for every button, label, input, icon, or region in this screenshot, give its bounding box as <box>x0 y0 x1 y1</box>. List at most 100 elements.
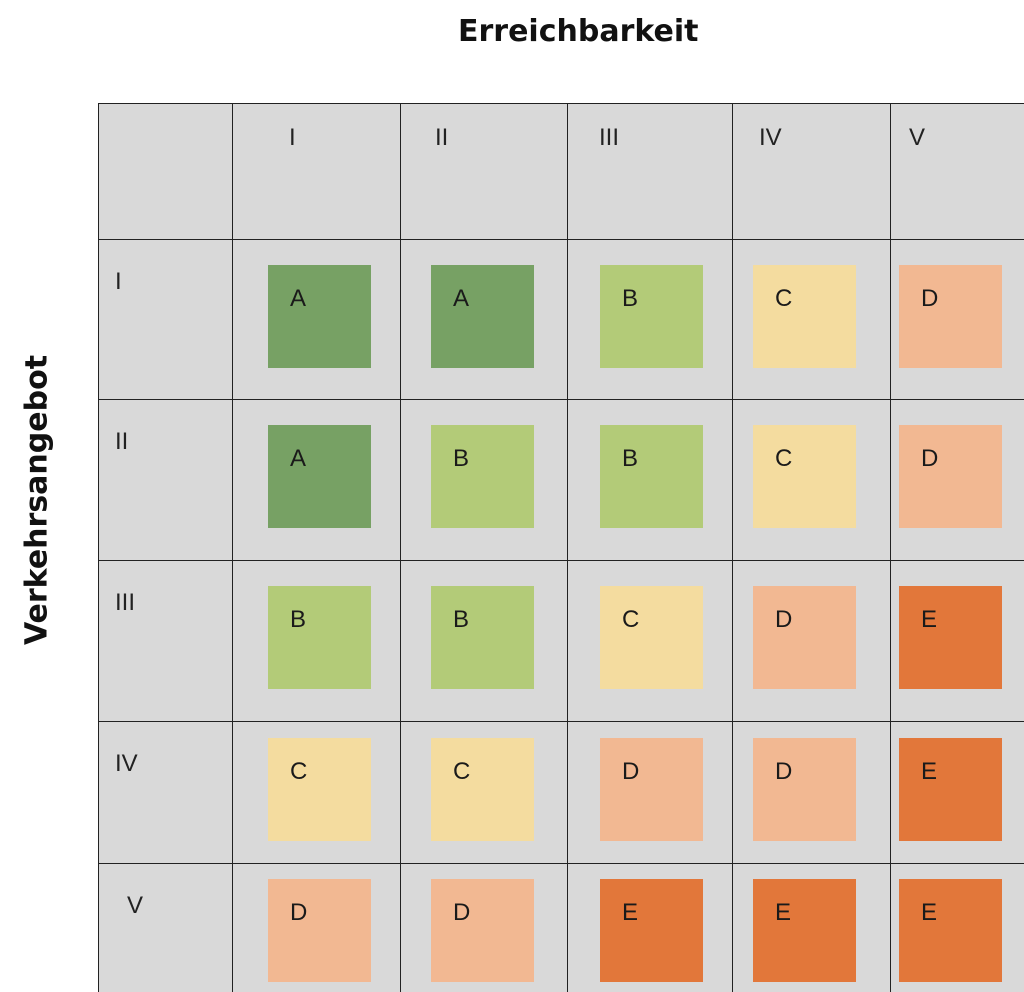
grade-letter: E <box>921 758 938 785</box>
grade-letter: D <box>290 899 308 926</box>
matrix-row: IV C C D D E <box>98 721 1024 864</box>
grade-letter: D <box>453 899 471 926</box>
row-header-label: I <box>115 268 122 295</box>
grade-letter: C <box>775 285 793 312</box>
grade-box: D <box>600 738 703 841</box>
matrix-cell: E <box>567 863 733 992</box>
col-header-5: V <box>890 103 1024 240</box>
matrix-cell: D <box>890 239 1024 400</box>
matrix-container: I II III IV V I A A B C D II A B B C D III B B C D E IV C C D… <box>98 103 1024 992</box>
grade-letter: C <box>775 445 793 472</box>
row-header: IV <box>98 721 233 864</box>
corner-cell <box>98 103 233 240</box>
grade-box: C <box>268 738 371 841</box>
grade-box: B <box>600 425 703 528</box>
grade-box: E <box>899 738 1002 841</box>
col-header-4: IV <box>732 103 891 240</box>
grade-letter: C <box>290 758 308 785</box>
col-header-label: III <box>599 124 620 151</box>
grade-letter: B <box>622 445 639 472</box>
matrix-cell: C <box>400 721 568 864</box>
matrix-cell: D <box>400 863 568 992</box>
matrix-cell: E <box>890 560 1024 722</box>
col-header-label: V <box>909 124 926 151</box>
matrix-table: I II III IV V I A A B C D II A B B C D III B B C D E IV C C D… <box>98 103 1024 992</box>
grade-box: A <box>431 265 534 368</box>
matrix-cell: E <box>890 721 1024 864</box>
matrix-cell: D <box>567 721 733 864</box>
grade-letter: A <box>290 285 307 312</box>
y-axis-title: Verkehrsangebot <box>19 354 55 646</box>
matrix-cell: B <box>567 399 733 561</box>
row-header-label: II <box>115 428 129 455</box>
matrix-cell: C <box>567 560 733 722</box>
row-header-label: III <box>115 589 136 616</box>
grade-box: A <box>268 425 371 528</box>
col-header-2: II <box>400 103 568 240</box>
matrix-cell: E <box>732 863 891 992</box>
matrix-cell: C <box>732 399 891 561</box>
grade-letter: D <box>775 606 793 633</box>
row-header: II <box>98 399 233 561</box>
matrix-cell: D <box>890 399 1024 561</box>
grade-box: E <box>899 879 1002 982</box>
matrix-cell: B <box>400 399 568 561</box>
matrix-cell: C <box>732 239 891 400</box>
grade-box: D <box>268 879 371 982</box>
grade-letter: E <box>921 899 938 926</box>
grade-letter: E <box>921 606 938 633</box>
grade-letter: A <box>290 445 307 472</box>
grade-box: D <box>899 265 1002 368</box>
row-header-label: V <box>127 892 144 919</box>
grade-letter: E <box>622 899 639 926</box>
grade-box: C <box>753 425 856 528</box>
grade-box: E <box>899 586 1002 689</box>
grade-letter: A <box>453 285 470 312</box>
grade-letter: D <box>622 758 640 785</box>
grade-letter: B <box>290 606 307 633</box>
col-header-label: I <box>289 124 296 151</box>
grade-letter: B <box>453 606 470 633</box>
grade-box: D <box>899 425 1002 528</box>
grade-box: D <box>753 738 856 841</box>
grade-box: B <box>600 265 703 368</box>
grade-box: E <box>600 879 703 982</box>
matrix-cell: B <box>400 560 568 722</box>
grade-letter: D <box>921 285 939 312</box>
col-header-1: I <box>232 103 401 240</box>
grade-box: C <box>600 586 703 689</box>
grade-box: C <box>753 265 856 368</box>
grade-box: D <box>753 586 856 689</box>
col-header-3: III <box>567 103 733 240</box>
matrix-cell: D <box>732 560 891 722</box>
grade-letter: C <box>453 758 471 785</box>
grade-letter: B <box>622 285 639 312</box>
grade-letter: B <box>453 445 470 472</box>
grade-box: B <box>431 586 534 689</box>
matrix-cell: B <box>567 239 733 400</box>
matrix-cell: D <box>232 863 401 992</box>
matrix-cell: A <box>232 239 401 400</box>
grade-box: D <box>431 879 534 982</box>
grade-box: B <box>268 586 371 689</box>
grade-letter: C <box>622 606 640 633</box>
matrix-cell: B <box>232 560 401 722</box>
col-header-label: IV <box>759 124 782 151</box>
grade-letter: E <box>775 899 792 926</box>
grade-letter: D <box>921 445 939 472</box>
grade-box: C <box>431 738 534 841</box>
matrix-cell: A <box>232 399 401 561</box>
matrix-cell: E <box>890 863 1024 992</box>
row-header: V <box>98 863 233 992</box>
grade-box: E <box>753 879 856 982</box>
grade-box: B <box>431 425 534 528</box>
grade-box: A <box>268 265 371 368</box>
matrix-cell: C <box>232 721 401 864</box>
matrix-cell: D <box>732 721 891 864</box>
matrix-cell: A <box>400 239 568 400</box>
row-header: I <box>98 239 233 400</box>
grade-letter: D <box>775 758 793 785</box>
